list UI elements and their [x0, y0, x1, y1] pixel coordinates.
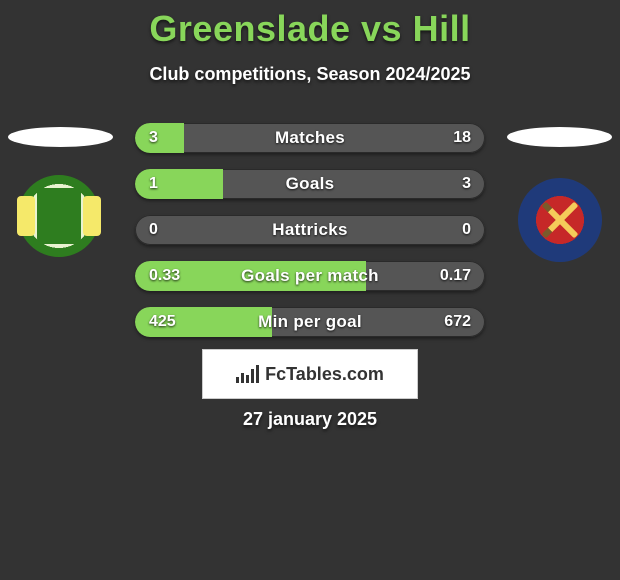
comparison-card: Greenslade vs Hill Club competitions, Se… [0, 0, 620, 580]
stat-label: Matches [135, 123, 485, 153]
stat-label: Goals per match [135, 261, 485, 291]
stat-right-value: 0.17 [440, 261, 471, 291]
stat-row-min-per-goal: 425 Min per goal 672 [135, 307, 485, 337]
stat-label: Hattricks [135, 215, 485, 245]
stats-bars: 3 Matches 18 1 Goals 3 0 Hattricks 0 0.3… [135, 123, 485, 353]
brand-link[interactable]: FcTables.com [202, 349, 418, 399]
club-crest-right [518, 178, 602, 262]
bar-chart-icon [236, 365, 259, 383]
stat-label: Goals [135, 169, 485, 199]
stat-right-value: 18 [453, 123, 471, 153]
hammers-icon [540, 200, 580, 240]
stat-right-value: 0 [462, 215, 471, 245]
stat-right-value: 3 [462, 169, 471, 199]
stat-row-matches: 3 Matches 18 [135, 123, 485, 153]
stat-label: Min per goal [135, 307, 485, 337]
stat-right-value: 672 [444, 307, 471, 337]
date-label: 27 january 2025 [0, 409, 620, 430]
stat-row-hattricks: 0 Hattricks 0 [135, 215, 485, 245]
player-avatar-right [507, 127, 612, 147]
club-crest-left [18, 175, 100, 257]
brand-text: FcTables.com [265, 364, 384, 385]
stat-row-goals: 1 Goals 3 [135, 169, 485, 199]
subtitle: Club competitions, Season 2024/2025 [0, 64, 620, 85]
shield-icon [37, 188, 81, 244]
player-avatar-left [8, 127, 113, 147]
page-title: Greenslade vs Hill [0, 0, 620, 50]
stat-row-goals-per-match: 0.33 Goals per match 0.17 [135, 261, 485, 291]
